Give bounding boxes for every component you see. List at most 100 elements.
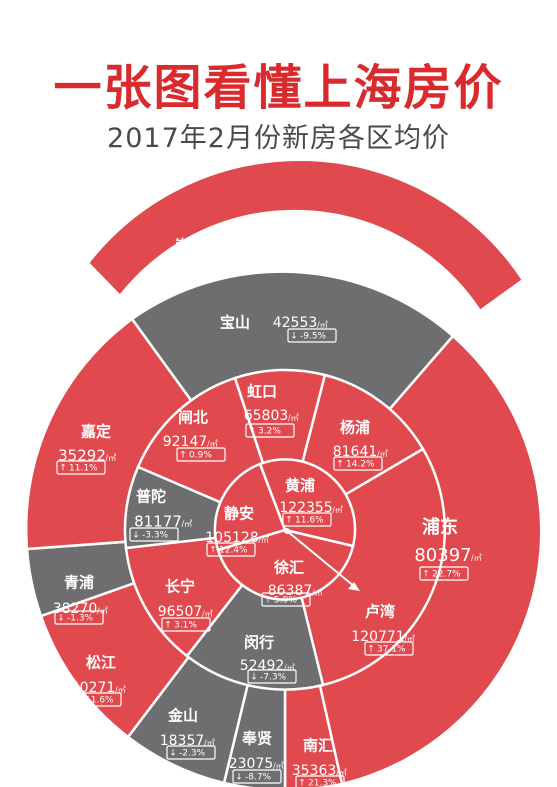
district-price-songjiang: 40271 bbox=[71, 680, 116, 696]
district-name-qingpu: 青浦 bbox=[64, 574, 94, 592]
district-price-nanhui: 35363 bbox=[292, 763, 337, 779]
change-value-chongming: 4.4% bbox=[332, 237, 355, 247]
region-xuhui bbox=[216, 528, 355, 601]
change-badge-fengxian bbox=[232, 769, 282, 784]
change-value-jinshan: -2.3% bbox=[179, 749, 206, 759]
district-price-xuhui: 86387 bbox=[268, 583, 313, 599]
district-price-fengxian: 23075 bbox=[229, 756, 274, 772]
arrow-down-icon: ↓ bbox=[235, 773, 243, 783]
change-badge-pudong bbox=[419, 566, 469, 581]
unit-label: /㎡ bbox=[207, 440, 218, 449]
arrow-up-icon: ↑ bbox=[164, 621, 172, 631]
unit-label: /㎡ bbox=[204, 739, 215, 748]
district-price-yangpu: 81641 bbox=[333, 444, 378, 460]
change-value-minhang: -7.3% bbox=[260, 673, 287, 683]
district-price-jinshan: 18357 bbox=[160, 733, 205, 749]
luwan-pointer-line bbox=[286, 530, 356, 588]
arrow-up-icon: ↑ bbox=[248, 427, 256, 437]
change-value-jingan: 12.4% bbox=[219, 546, 248, 556]
change-badge-chongming bbox=[319, 233, 369, 248]
unit-label: /㎡ bbox=[332, 506, 343, 515]
change-value-changning: 3.1% bbox=[174, 621, 197, 631]
change-value-baoshan: -9.5% bbox=[300, 332, 327, 342]
district-name-jinshan: 金山 bbox=[167, 707, 198, 725]
arrow-up-icon: ↑ bbox=[367, 645, 375, 655]
change-value-fengxian: -8.7% bbox=[245, 773, 272, 783]
change-value-jiading: 11.1% bbox=[69, 464, 98, 474]
change-value-putuo: -3.3% bbox=[142, 531, 169, 541]
arrow-down-icon: ↓ bbox=[57, 614, 65, 624]
arrow-down-icon: ↓ bbox=[290, 332, 298, 342]
district-name-zhabei: 闸北 bbox=[178, 409, 208, 427]
unit-label: /㎡ bbox=[273, 762, 284, 771]
arrow-down-icon: ↓ bbox=[250, 673, 258, 683]
district-name-baoshan: 宝山 bbox=[220, 314, 250, 332]
district-price-chongming: 29726 bbox=[253, 238, 298, 254]
change-badge-yangpu bbox=[333, 456, 383, 471]
change-badge-huangpu bbox=[282, 512, 332, 527]
unit-label: /㎡ bbox=[317, 321, 328, 330]
district-price-zhabei: 92147 bbox=[163, 434, 208, 450]
unit-label: /㎡ bbox=[471, 554, 482, 563]
district-price-baoshan: 42553 bbox=[273, 315, 318, 331]
unit-label: /㎡ bbox=[288, 414, 299, 423]
change-value-pudong: 22.7% bbox=[432, 570, 461, 580]
district-name-minhang: 闵行 bbox=[244, 634, 274, 652]
district-price-pudong: 80397 bbox=[414, 545, 471, 566]
arrow-up-icon: ↑ bbox=[336, 460, 344, 470]
change-badge-hongkou bbox=[245, 423, 295, 438]
center-dot bbox=[284, 528, 290, 534]
unit-label: /㎡ bbox=[182, 520, 193, 529]
change-value-nanhui: 21.3% bbox=[308, 779, 337, 787]
district-price-qingpu: 38270 bbox=[53, 601, 98, 617]
change-badge-songjiang bbox=[72, 692, 122, 707]
district-name-changning: 长宁 bbox=[165, 578, 195, 596]
arrow-up-icon: ↑ bbox=[298, 779, 306, 787]
arrow-up-icon: ↑ bbox=[264, 596, 272, 606]
unit-label: /㎡ bbox=[202, 610, 213, 619]
change-badge-baoshan bbox=[287, 328, 337, 343]
arrow-down-icon: ↓ bbox=[132, 531, 140, 541]
change-value-yangpu: 14.2% bbox=[346, 460, 375, 470]
change-value-qingpu: -1.3% bbox=[67, 614, 94, 624]
district-price-hongkou: 65803 bbox=[244, 408, 289, 424]
district-price-luwan: 120771 bbox=[351, 629, 404, 645]
change-badge-changning bbox=[161, 617, 211, 632]
unit-label: /㎡ bbox=[404, 635, 415, 644]
district-price-putuo: 81177 bbox=[134, 513, 182, 531]
change-value-hongkou: 3.2% bbox=[258, 427, 281, 437]
district-name-hongkou: 虹口 bbox=[247, 383, 277, 401]
district-name-fengxian: 奉贤 bbox=[241, 730, 272, 748]
page-subtitle: 2017年2月份新房各区均价 bbox=[107, 123, 450, 154]
change-badge-zhabei bbox=[176, 447, 226, 462]
unit-label: /㎡ bbox=[106, 454, 117, 463]
change-badge-jinshan bbox=[166, 745, 216, 760]
district-name-yangpu: 杨浦 bbox=[340, 419, 370, 437]
unit-label: /㎡ bbox=[297, 244, 308, 253]
change-value-huangpu: 11.6% bbox=[295, 516, 324, 526]
district-name-putuo: 普陀 bbox=[136, 488, 166, 506]
change-value-luwan: 37.1% bbox=[377, 645, 406, 655]
district-name-nanhui: 南汇 bbox=[303, 737, 333, 755]
change-badge-xuhui bbox=[261, 592, 311, 607]
arrow-down-icon: ↓ bbox=[169, 749, 177, 759]
district-name-pudong: 浦东 bbox=[422, 516, 458, 538]
arrow-up-icon: ↑ bbox=[322, 237, 330, 247]
arrow-up-icon: ↑ bbox=[209, 546, 217, 556]
change-badge-putuo bbox=[129, 527, 179, 542]
arrow-up-icon: ↑ bbox=[179, 451, 187, 461]
change-badge-nanhui bbox=[295, 775, 345, 787]
district-name-xuhui: 徐汇 bbox=[273, 559, 304, 577]
unit-label: /㎡ bbox=[336, 769, 347, 778]
region-hongkou bbox=[233, 368, 327, 535]
page-title: 一张图看懂上海房价 bbox=[53, 60, 504, 116]
change-value-songjiang: 11.6% bbox=[85, 696, 114, 706]
arrow-up-icon: ↑ bbox=[422, 570, 430, 580]
arrow-up-icon: ↑ bbox=[59, 464, 67, 474]
district-name-luwan: 卢湾 bbox=[365, 603, 395, 621]
unit-label: /㎡ bbox=[312, 589, 323, 598]
unit-label: /㎡ bbox=[377, 450, 388, 459]
unit-label: /㎡ bbox=[284, 664, 295, 673]
luwan-pointer-arrow-icon bbox=[348, 582, 360, 591]
